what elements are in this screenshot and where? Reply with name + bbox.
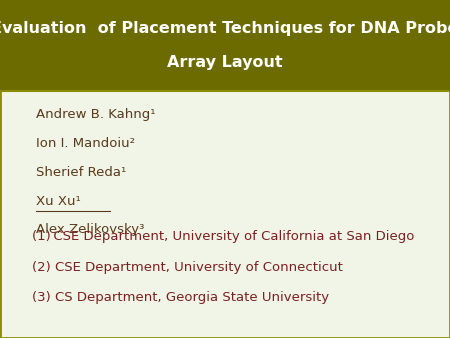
Text: Xu Xu¹: Xu Xu¹ [36, 195, 81, 208]
Bar [0, 0, 450, 91]
Text: Evaluation  of Placement Techniques for DNA Probe: Evaluation of Placement Techniques for D… [0, 21, 450, 36]
Text: Ion I. Mandoiu²: Ion I. Mandoiu² [36, 137, 135, 150]
Text: (3) CS Department, Georgia State University: (3) CS Department, Georgia State Univers… [32, 291, 328, 304]
Text: Alex Zelikovsky³: Alex Zelikovsky³ [36, 223, 144, 236]
Text: Array Layout: Array Layout [167, 55, 283, 70]
Text: (1) CSE Department, University of California at San Diego: (1) CSE Department, University of Califo… [32, 230, 414, 243]
Text: Sherief Reda¹: Sherief Reda¹ [36, 166, 126, 179]
Text: Andrew B. Kahng¹: Andrew B. Kahng¹ [36, 108, 156, 121]
Text: (2) CSE Department, University of Connecticut: (2) CSE Department, University of Connec… [32, 261, 342, 273]
